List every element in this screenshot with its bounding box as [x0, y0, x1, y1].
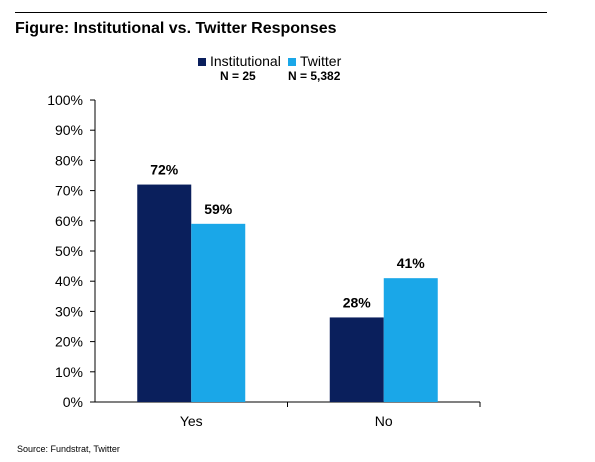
y-tick-label: 30%	[55, 303, 83, 319]
data-label: 59%	[204, 201, 233, 217]
legend-institutional-n: N = 25	[220, 69, 256, 83]
y-tick-label: 10%	[55, 364, 83, 380]
y-tick-label: 0%	[63, 394, 83, 410]
y-tick-label: 90%	[55, 122, 83, 138]
chart-title: Figure: Institutional vs. Twitter Respon…	[15, 20, 337, 37]
legend-institutional-swatch	[198, 57, 206, 66]
y-tick-label: 100%	[47, 92, 83, 108]
legend-twitter-swatch	[288, 57, 296, 66]
legend-twitter-label: Twitter	[300, 53, 342, 69]
y-tick-label: 80%	[55, 152, 83, 168]
legend-institutional: Institutional N = 25	[198, 54, 281, 84]
top-rule	[15, 12, 547, 13]
y-tick-label: 60%	[55, 213, 83, 229]
legend-twitter: Twitter N = 5,382	[288, 54, 341, 84]
bar-twitter-yes	[191, 223, 246, 402]
bar-twitter-no	[383, 278, 438, 402]
bar-institutional-yes	[137, 184, 192, 402]
data-label: 41%	[397, 255, 426, 271]
bar-institutional-no	[329, 317, 384, 402]
y-tick-label: 20%	[55, 334, 83, 350]
x-tick-label: No	[375, 413, 393, 429]
legend-institutional-label: Institutional	[210, 53, 281, 69]
y-tick-label: 40%	[55, 273, 83, 289]
legend-twitter-n: N = 5,382	[288, 69, 341, 83]
x-tick-label: Yes	[180, 413, 203, 429]
data-label: 28%	[343, 294, 372, 310]
y-tick-label: 70%	[55, 183, 83, 199]
y-tick-label: 50%	[55, 243, 83, 259]
source-note: Source: Fundstrat, Twitter	[17, 444, 120, 454]
data-label: 72%	[150, 162, 179, 178]
